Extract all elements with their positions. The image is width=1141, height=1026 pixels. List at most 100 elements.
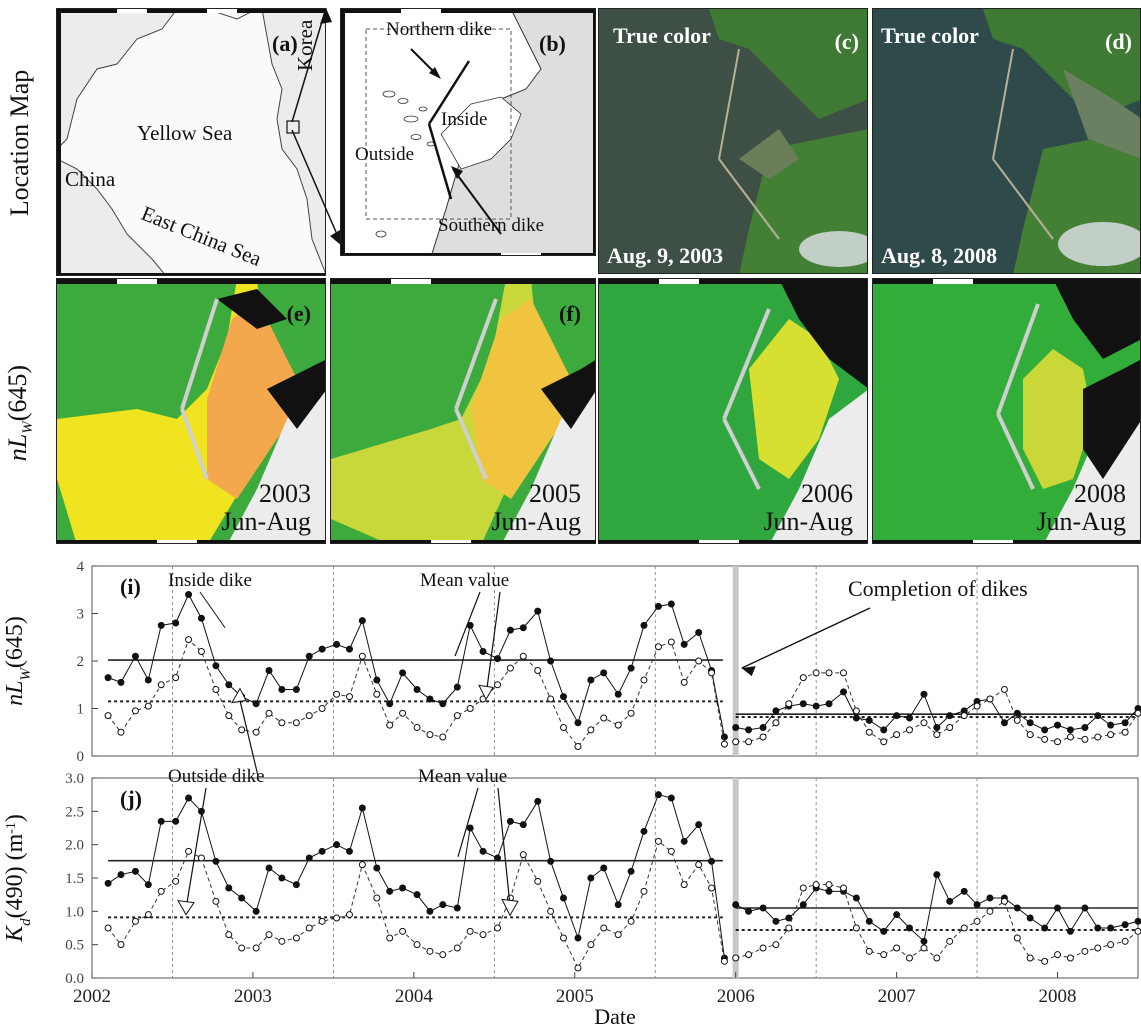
data-point-outside [759, 944, 767, 952]
data-point-inside [1107, 721, 1115, 729]
data-point-inside [292, 881, 300, 889]
data-point-outside [1081, 735, 1089, 743]
data-point-inside [880, 726, 888, 734]
data-point-inside [825, 887, 833, 895]
data-point-outside [973, 917, 981, 925]
data-point-outside [1134, 709, 1141, 717]
data-point-inside [825, 700, 833, 708]
data-point-outside [560, 934, 568, 942]
data-point-inside [1054, 721, 1062, 729]
data-point-inside [479, 847, 487, 855]
data-point-outside [1134, 927, 1141, 935]
data-point-inside [1121, 921, 1129, 929]
data-point-outside [614, 931, 622, 939]
nlw-map-f-year: 2005 [529, 478, 581, 508]
data-point-inside [1026, 914, 1034, 922]
data-point-inside [131, 652, 139, 660]
data-point-inside [587, 874, 595, 882]
data-point-inside [453, 904, 461, 912]
y-tick-label: 1.5 [65, 871, 84, 887]
data-point-outside [358, 861, 366, 869]
y-tick-label: 4 [77, 559, 85, 575]
data-point-outside [318, 917, 326, 925]
data-point-outside [466, 927, 474, 935]
panel-label-d: (d) [1105, 29, 1132, 54]
data-point-outside [587, 726, 595, 734]
label-southern-dike: Southern dike [438, 215, 545, 236]
data-point-outside [1054, 738, 1062, 746]
data-point-outside [732, 738, 740, 746]
data-point-outside [117, 941, 125, 949]
data-point-outside [185, 636, 193, 644]
data-point-inside [358, 804, 366, 812]
data-point-outside [265, 709, 273, 717]
data-point-inside [333, 640, 341, 648]
annotation-arrowhead [177, 900, 195, 916]
data-point-outside [627, 709, 635, 717]
data-point-outside [772, 719, 780, 727]
data-point-outside [614, 721, 622, 729]
data-point-outside [905, 954, 913, 962]
data-point-inside [1107, 924, 1115, 932]
data-point-outside [534, 877, 542, 885]
data-point-outside [772, 941, 780, 949]
data-point-inside [946, 897, 954, 905]
x-tick-label: 2004 [395, 986, 434, 1007]
y-tick-label: 1.0 [65, 904, 84, 920]
data-point-inside [157, 817, 165, 825]
data-point-inside [946, 712, 954, 720]
data-point-inside [695, 821, 703, 829]
data-point-outside [547, 695, 555, 703]
panel-label-e: (e) [286, 301, 311, 326]
data-point-inside [1081, 724, 1089, 731]
data-point-inside [745, 907, 753, 915]
data-point-outside [852, 707, 860, 715]
data-point-outside [117, 728, 125, 736]
data-point-inside [759, 904, 767, 912]
data-point-inside [225, 884, 233, 892]
data-point-inside [1081, 904, 1089, 912]
data-point-outside [292, 719, 300, 727]
annotation-arrow [741, 607, 871, 669]
data-point-inside [852, 894, 860, 902]
data-point-inside [893, 911, 901, 919]
data-point-inside [627, 664, 635, 672]
data-point-outside [212, 897, 220, 905]
time-series-charts: 0 1 2 3 4 (i) nLW(645) 0.0 0.5 1.0 1.5 2.0 2.5 3.0 (j)… [2, 559, 1141, 1026]
data-point-inside [534, 797, 542, 805]
data-point-inside [1041, 726, 1049, 734]
nlw-map-h-year: 2008 [1074, 478, 1126, 508]
data-point-inside [534, 607, 542, 615]
nlw-map-e-season: Jun-Aug [221, 507, 311, 537]
x-tick-label: 2006 [717, 986, 755, 1007]
data-point-inside [358, 617, 366, 625]
data-point-outside [825, 881, 833, 889]
data-point-inside [413, 891, 421, 899]
data-point-outside [880, 738, 888, 746]
completion-bar [732, 566, 739, 756]
data-point-outside [426, 947, 434, 955]
data-point-inside [574, 934, 582, 942]
data-point-inside [880, 927, 888, 935]
data-point-outside [413, 941, 421, 949]
map-panel-b: (b) Northern dike Inside Outside Souther… [340, 8, 596, 256]
data-point-outside [905, 726, 913, 734]
data-point-outside [720, 740, 728, 748]
data-point-inside [413, 686, 421, 693]
y-tick-label: 0.5 [65, 938, 84, 954]
data-point-outside [453, 944, 461, 952]
data-point-inside [345, 645, 353, 653]
data-point-inside [973, 901, 981, 909]
data-point-inside [759, 724, 767, 731]
data-point-outside [373, 690, 381, 698]
data-point-inside [933, 724, 941, 731]
x-tick-label: 2007 [878, 986, 916, 1007]
data-point-inside [640, 621, 648, 629]
data-point-inside [865, 716, 873, 724]
data-point-outside [197, 648, 205, 655]
data-point-inside [852, 714, 860, 722]
y-tick-label: 3.0 [65, 771, 84, 787]
photo-d-svg [873, 9, 1140, 273]
data-point-outside [812, 881, 820, 889]
data-point-outside [439, 733, 447, 741]
